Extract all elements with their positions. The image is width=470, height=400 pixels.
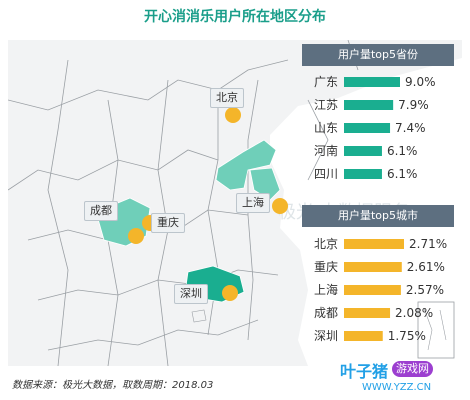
watermark-badge: 游戏网	[392, 361, 433, 377]
land-area	[8, 40, 462, 366]
highlight-shandong-henan	[215, 139, 277, 191]
watermark-url: WWW.YZZ.CN	[362, 382, 432, 393]
city-tag-shanghai: 上海	[236, 193, 270, 213]
source-note: 数据来源：极光大数据，取数周期：2018.03	[12, 380, 214, 391]
hainan-island	[191, 309, 207, 323]
chengdu-marker	[128, 228, 144, 244]
city-tag-chongqing: 重庆	[151, 213, 185, 233]
watermark-logo: 叶子猪 游戏网	[340, 358, 458, 381]
highlight-jiangsu	[249, 167, 281, 201]
page-title: 开心消消乐用户所在地区分布	[144, 9, 326, 25]
city-chart-title: 用户量top5城市	[302, 205, 454, 227]
shanghai-marker	[272, 198, 288, 214]
city-tag-shenzhen: 深圳	[174, 284, 208, 304]
shenzhen-marker	[222, 285, 238, 301]
city-tag-chengdu: 成都	[84, 201, 118, 221]
city-tag-beijing: 北京	[210, 88, 244, 108]
watermark-brand: 叶子猪	[340, 362, 389, 381]
province-chart-title: 用户量top5省份	[302, 44, 454, 66]
beijing-marker	[225, 107, 241, 123]
south-sea-inset	[417, 301, 455, 359]
